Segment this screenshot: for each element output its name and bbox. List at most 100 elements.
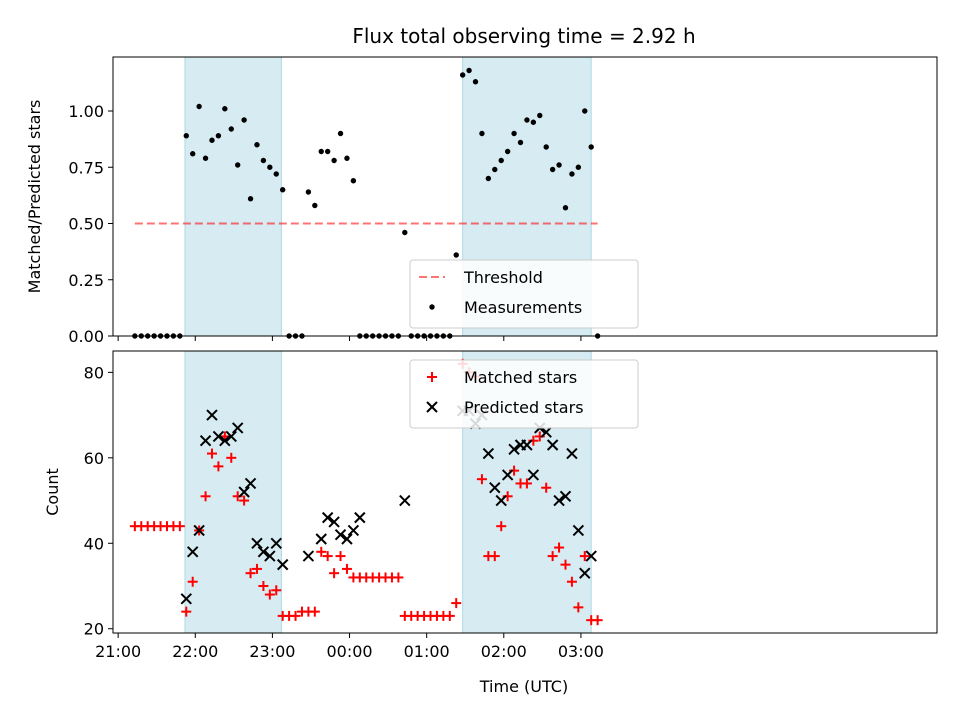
predicted-star-point bbox=[276, 558, 289, 571]
matched-star-point bbox=[226, 452, 237, 463]
matched-star-point bbox=[444, 610, 455, 621]
predicted-star-point bbox=[354, 511, 366, 524]
matched-star-point bbox=[579, 551, 590, 562]
y-tick-label: 1.00 bbox=[68, 102, 104, 121]
predicted-star-point bbox=[482, 447, 495, 460]
measurement-point bbox=[337, 130, 344, 137]
matched-star-point bbox=[322, 551, 333, 562]
bottom-panel-counts: 21:00 22:00 23:00 00:00 01:00 02:00 03:00 20 40 6… bbox=[43, 350, 938, 661]
legend: Threshold Measurements bbox=[409, 259, 639, 329]
measurement-point bbox=[498, 157, 504, 164]
y-tick-label: 80 bbox=[84, 363, 104, 382]
measurement-point bbox=[537, 112, 543, 119]
predicted-star-point bbox=[257, 546, 270, 558]
measurement-point bbox=[479, 130, 485, 137]
predicted-star-point bbox=[585, 550, 597, 562]
legend-label: Threshold bbox=[463, 268, 543, 287]
measurement-point bbox=[190, 151, 196, 157]
legend-measurement-handle bbox=[429, 304, 435, 310]
legend-label: Predicted stars bbox=[464, 398, 584, 417]
legend-predicted-handle bbox=[426, 401, 438, 413]
matched-star-point bbox=[187, 576, 198, 587]
measurement-point bbox=[234, 162, 241, 168]
y-tick-label: 0.25 bbox=[68, 271, 104, 290]
matched-star-point bbox=[200, 491, 211, 502]
measurement-point bbox=[305, 189, 312, 195]
matched-star-point bbox=[521, 478, 532, 489]
matched-star-point bbox=[341, 563, 352, 574]
predicted-star-point bbox=[341, 533, 353, 545]
x-tick-label: 03:00 bbox=[558, 642, 604, 661]
matched-star-point bbox=[547, 551, 558, 562]
x-tick-label: 21:00 bbox=[95, 642, 141, 661]
predicted-star-point bbox=[212, 430, 225, 443]
predicted-star-point bbox=[193, 524, 205, 537]
measurement-point bbox=[569, 171, 575, 177]
measurement-point bbox=[485, 175, 492, 182]
matched-star-point bbox=[541, 482, 552, 493]
predicted-star-point bbox=[501, 469, 514, 481]
shaded-band-0 bbox=[184, 57, 282, 336]
measurement-point bbox=[459, 72, 466, 78]
y-tick-label: 60 bbox=[84, 449, 104, 468]
predicted-star-point bbox=[347, 524, 360, 537]
legend-label: Matched stars bbox=[464, 368, 577, 387]
measurement-point bbox=[524, 117, 530, 123]
legend-box bbox=[409, 259, 639, 329]
measurement-point bbox=[549, 166, 556, 173]
measurement-point bbox=[466, 67, 472, 74]
measurement-point bbox=[511, 130, 517, 137]
measurement-point bbox=[504, 148, 511, 155]
measurement-point bbox=[215, 133, 222, 139]
measurement-point bbox=[222, 106, 228, 112]
measurement-point bbox=[517, 139, 524, 146]
predicted-star-point bbox=[315, 533, 327, 545]
predicted-star-point bbox=[219, 435, 231, 447]
predicted-star-point bbox=[199, 435, 212, 447]
predicted-star-point bbox=[180, 593, 192, 605]
predicted-star-point bbox=[302, 550, 315, 562]
matched-star-point bbox=[316, 546, 327, 557]
measurement-point bbox=[582, 108, 588, 114]
matched-star-point bbox=[239, 495, 250, 506]
x-tick-label: 02:00 bbox=[481, 642, 527, 661]
measurement-point bbox=[260, 157, 267, 164]
predicted-star-point bbox=[328, 516, 340, 528]
measurement-point bbox=[279, 187, 286, 193]
measurement-point bbox=[556, 162, 562, 168]
x-tick-label: 01:00 bbox=[404, 642, 450, 661]
matched-star-point bbox=[451, 598, 462, 609]
measurement-point bbox=[183, 133, 189, 139]
matched-star-point bbox=[271, 585, 282, 596]
matched-star-point bbox=[554, 542, 565, 553]
predicted-star-point bbox=[572, 524, 585, 537]
top-panel-ratio: 0.00 0.25 0.50 0.75 1.00 Matched/Predicted st… bbox=[25, 56, 938, 346]
predicted-star-point bbox=[251, 537, 263, 549]
measurement-point bbox=[247, 196, 254, 202]
measurement-point bbox=[344, 155, 350, 161]
predicted-star-point bbox=[231, 422, 244, 434]
matched-star-point bbox=[560, 559, 571, 570]
axes-frame bbox=[112, 350, 938, 634]
matched-star-point bbox=[393, 572, 404, 583]
measurement-point bbox=[318, 148, 324, 155]
measurement-point bbox=[562, 205, 569, 211]
x-axis-label: Time (UTC) bbox=[479, 677, 568, 696]
predicted-star-point bbox=[334, 529, 347, 541]
measurement-point bbox=[209, 137, 215, 143]
predicted-star-point bbox=[540, 426, 552, 438]
predicted-star-point bbox=[508, 443, 520, 455]
measurement-point bbox=[241, 117, 247, 123]
matched-star-point bbox=[496, 521, 507, 532]
measurement-point bbox=[312, 202, 318, 209]
y-tick-label: 0.75 bbox=[68, 158, 104, 177]
predicted-star-point bbox=[527, 469, 540, 481]
y-tick-label: 20 bbox=[84, 620, 104, 639]
measurement-point bbox=[402, 229, 408, 236]
predicted-star-point bbox=[399, 494, 411, 507]
measurement-point bbox=[324, 148, 331, 155]
matched-star-point bbox=[264, 589, 275, 600]
matched-star-point bbox=[566, 576, 577, 587]
measurement-point bbox=[453, 252, 459, 258]
